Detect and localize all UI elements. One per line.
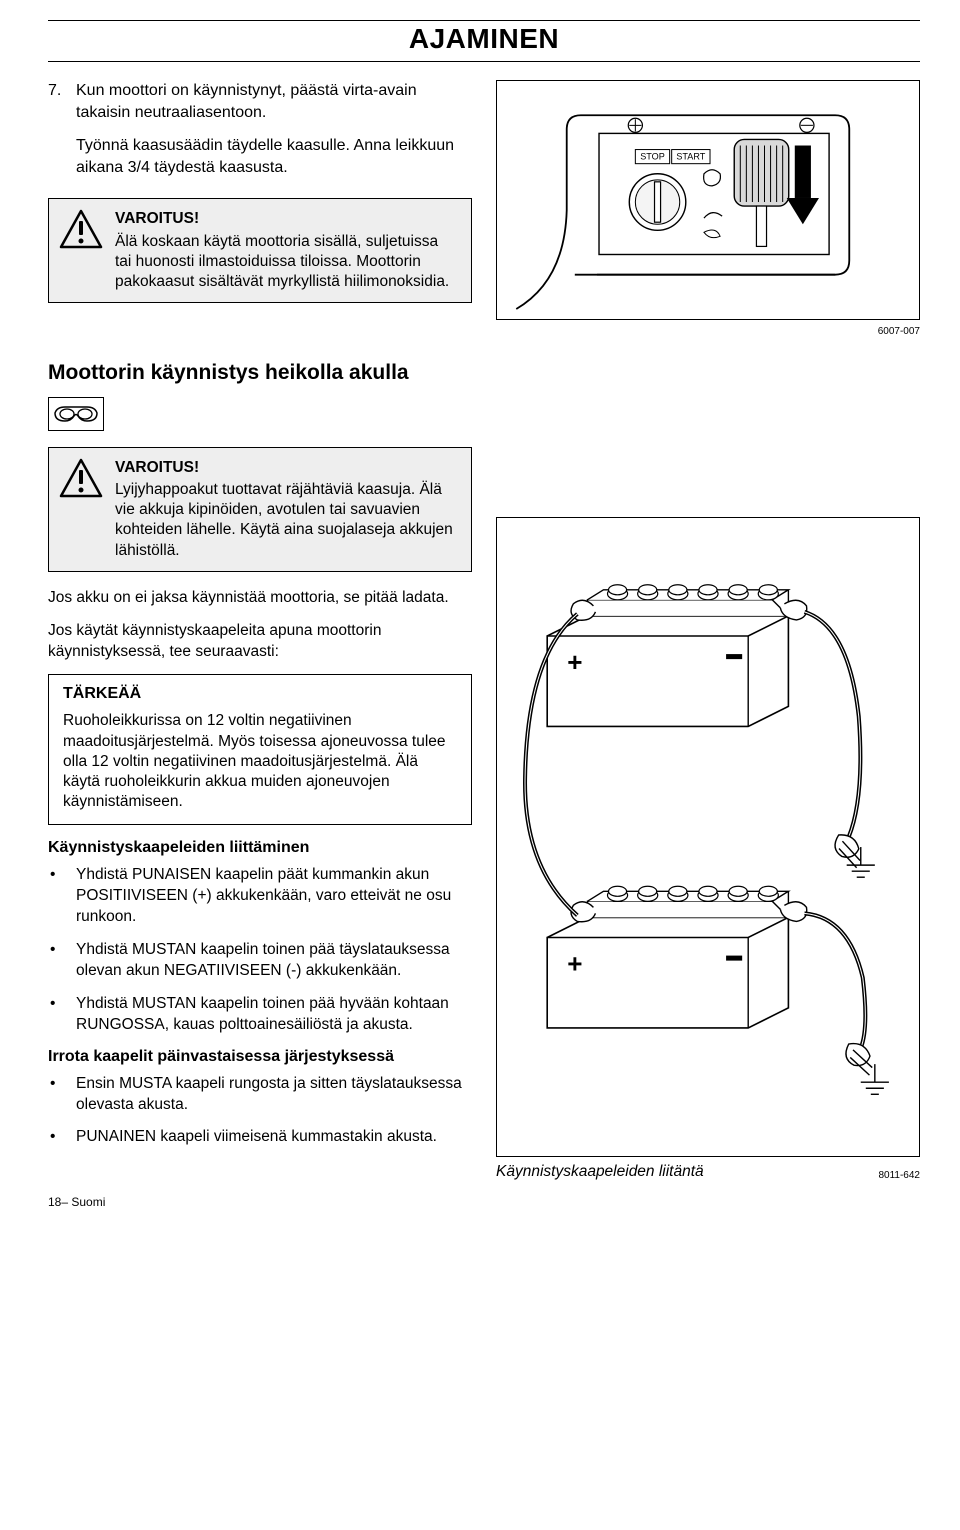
bullet-icon: •	[48, 994, 76, 1036]
warning-1-body: Älä koskaan käytä moottoria sisällä, sul…	[115, 232, 453, 292]
upper-columns: 7. Kun moottori on käynnistynyt, päästä …	[48, 80, 920, 351]
list-text: Ensin MUSTA kaapeli rungosta ja sitten t…	[76, 1074, 472, 1116]
start-label: START	[676, 152, 705, 162]
upper-right-col: STOP START	[496, 80, 920, 351]
figure-2-caption: Käynnistyskaapeleiden liitäntä	[496, 1163, 704, 1181]
warning-1-title: VAROITUS!	[115, 209, 453, 229]
list-item: •Yhdistä PUNAISEN kaapelin päät kummanki…	[48, 865, 472, 928]
list-text: Yhdistä MUSTAN kaapelin toinen pää täysl…	[76, 940, 472, 982]
bullet-icon: •	[48, 940, 76, 982]
stop-label: STOP	[640, 152, 665, 162]
step-7: 7. Kun moottori on käynnistynyt, päästä …	[48, 80, 472, 123]
warning-icon	[59, 458, 103, 498]
important-box: TÄRKEÄÄ Ruoholeikkurissa on 12 voltin ne…	[48, 674, 472, 825]
lower-left-col: VAROITUS! Lyijyhappoakut tuottavat räjäh…	[48, 447, 472, 1181]
bullet-icon: •	[48, 1074, 76, 1116]
important-body: Ruoholeikkurissa on 12 voltin negatiivin…	[63, 711, 457, 812]
step-7-text: Kun moottori on käynnistynyt, päästä vir…	[76, 80, 472, 123]
goggles-icon-box	[48, 397, 104, 431]
page-title: AJAMINEN	[48, 20, 920, 62]
list-item: •Ensin MUSTA kaapeli rungosta ja sitten …	[48, 1074, 472, 1116]
connect-list: •Yhdistä PUNAISEN kaapelin päät kummanki…	[48, 865, 472, 1035]
list-text: Yhdistä MUSTAN kaapelin toinen pää hyvää…	[76, 994, 472, 1036]
step-7-num: 7.	[48, 80, 76, 123]
list-text: Yhdistä PUNAISEN kaapelin päät kummankin…	[76, 865, 472, 928]
goggles-icon	[53, 403, 99, 425]
svg-text:+: +	[567, 949, 582, 979]
section-title: Moottorin käynnistys heikolla akulla	[48, 361, 920, 385]
warning-2-body: Lyijyhappoakut tuottavat räjähtäviä kaas…	[115, 480, 453, 561]
warning-box-1: VAROITUS! Älä koskaan käytä moottoria si…	[48, 198, 472, 303]
page-footer: 18– Suomi	[48, 1195, 920, 1209]
warning-box-2: VAROITUS! Lyijyhappoakut tuottavat räjäh…	[48, 447, 472, 572]
lower-columns: VAROITUS! Lyijyhappoakut tuottavat räjäh…	[48, 447, 920, 1181]
important-title: TÄRKEÄÄ	[63, 685, 457, 703]
battery-figure: +	[496, 517, 920, 1157]
lower-right-col: +	[496, 447, 920, 1181]
svg-text:+: +	[567, 647, 582, 677]
bullet-icon: •	[48, 865, 76, 928]
list-item: •PUNAINEN kaapeli viimeisenä kummastakin…	[48, 1127, 472, 1148]
ignition-figure: STOP START	[496, 80, 920, 320]
disconnect-heading: Irrota kaapelit päinvastaisessa järjesty…	[48, 1048, 472, 1066]
upper-left-col: 7. Kun moottori on käynnistynyt, päästä …	[48, 80, 472, 351]
warning-2-title: VAROITUS!	[115, 458, 453, 478]
connect-heading: Käynnistyskaapeleiden liittäminen	[48, 839, 472, 857]
paragraph-2: Jos käytät käynnistyskaapeleita apuna mo…	[48, 621, 472, 663]
list-item: •Yhdistä MUSTAN kaapelin toinen pää täys…	[48, 940, 472, 982]
warning-icon	[59, 209, 103, 249]
figure-2-caption-row: Käynnistyskaapeleiden liitäntä 8011-642	[496, 1163, 920, 1181]
list-text: PUNAINEN kaapeli viimeisenä kummastakin …	[76, 1127, 437, 1148]
disconnect-list: •Ensin MUSTA kaapeli rungosta ja sitten …	[48, 1074, 472, 1149]
step-7-sub: Työnnä kaasusäädin täydelle kaasulle. An…	[48, 135, 472, 178]
figure-2-ref: 8011-642	[878, 1170, 920, 1181]
figure-1-ref: 6007-007	[496, 326, 920, 337]
paragraph-1: Jos akku on ei jaksa käynnistää moottori…	[48, 588, 472, 609]
list-item: •Yhdistä MUSTAN kaapelin toinen pää hyvä…	[48, 994, 472, 1036]
bullet-icon: •	[48, 1127, 76, 1148]
